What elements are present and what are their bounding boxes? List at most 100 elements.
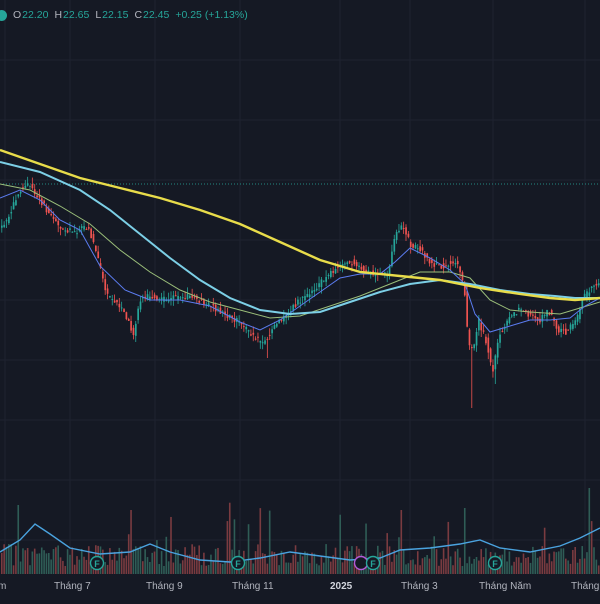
candle-body <box>581 298 584 309</box>
candle-body <box>478 318 480 331</box>
candle-body <box>191 295 194 298</box>
candle-body <box>362 266 365 273</box>
volume-bar <box>325 544 327 574</box>
volume-bar <box>513 561 515 574</box>
time-axis-label: Tháng <box>571 581 600 592</box>
candle-body <box>73 231 76 233</box>
volume-bar <box>297 561 299 574</box>
volume-bar <box>576 562 579 574</box>
candle-body <box>245 326 248 330</box>
candle-body <box>299 302 302 304</box>
volume-bar <box>534 550 537 574</box>
time-axis[interactable]: m Tháng 7 Tháng 9 Tháng 11 2025 Tháng 3 … <box>0 574 600 600</box>
candle-body <box>294 304 297 307</box>
candle-body <box>510 315 513 317</box>
candle-body <box>146 294 149 300</box>
volume-bar <box>153 551 156 574</box>
candle-body <box>440 265 443 269</box>
financial-event-marker[interactable]: F <box>230 555 246 571</box>
volume-bar <box>435 549 438 574</box>
financial-event-marker[interactable]: F <box>89 555 105 571</box>
candle-body <box>393 239 396 252</box>
volume-bar <box>40 547 43 574</box>
volume-bar <box>240 565 243 574</box>
candle-body <box>344 263 346 265</box>
volume-bar <box>151 552 153 574</box>
volume-bar <box>386 533 388 574</box>
time-axis-label: Tháng 11 <box>232 581 274 592</box>
candle-body <box>318 283 320 288</box>
candle-body <box>64 230 67 232</box>
open-value: 22.20 <box>22 9 49 21</box>
volume-bar <box>546 563 548 574</box>
candle-body <box>402 228 405 230</box>
candle-body <box>487 337 490 353</box>
candle-body <box>163 296 165 302</box>
candle-body <box>452 261 454 264</box>
candle-body <box>400 225 403 230</box>
candle-body <box>123 309 125 313</box>
volume-bar <box>553 551 555 574</box>
candle-body <box>45 206 48 213</box>
candle-body <box>330 270 332 278</box>
volume-bar <box>254 551 257 574</box>
volume-bar <box>405 564 407 574</box>
candle-body <box>449 261 452 264</box>
candle-body <box>315 288 318 291</box>
candle-body <box>480 322 483 331</box>
time-axis-label: Tháng 3 <box>401 581 438 592</box>
candle-body <box>595 283 598 286</box>
candle-body <box>513 312 515 317</box>
candle-body <box>48 208 50 214</box>
volume-bar <box>57 545 59 574</box>
volume-bar <box>287 562 290 574</box>
candle-body <box>87 227 90 229</box>
candle-body <box>529 311 532 315</box>
volume-bar <box>555 552 558 574</box>
volume-bar <box>66 549 69 574</box>
candle-body <box>583 293 586 299</box>
volume-bar <box>87 546 90 574</box>
volume-bar <box>90 560 92 574</box>
candle-body <box>565 328 567 335</box>
candle-body <box>433 263 436 267</box>
high-key: H <box>54 9 63 21</box>
volume-bar <box>118 547 121 574</box>
candle-body <box>259 340 262 343</box>
financial-event-marker[interactable]: F <box>487 555 503 571</box>
candle-body <box>264 340 266 344</box>
candle-body <box>515 314 518 316</box>
ohlc-close: C 22.45 <box>134 9 169 21</box>
candle-body <box>588 292 591 296</box>
volume-bar <box>311 552 313 574</box>
volume-bar <box>301 556 304 574</box>
candle-body <box>576 314 579 322</box>
volume-bar <box>402 549 405 574</box>
candle-body <box>503 328 506 330</box>
financial-event-marker[interactable]: F <box>365 555 381 571</box>
volume-bar <box>424 557 426 574</box>
volume-bar <box>50 559 52 574</box>
volume-bar <box>574 546 576 574</box>
dividend-marker[interactable] <box>353 555 369 571</box>
event-marker-label: F <box>370 559 376 569</box>
volume-bar <box>139 546 142 574</box>
volume-bar <box>550 561 553 574</box>
candle-body <box>426 253 429 258</box>
volume-bar <box>116 560 118 574</box>
volume-bar <box>64 565 67 574</box>
volume-bar <box>59 557 62 574</box>
time-axis-label: m <box>0 581 7 592</box>
volume-bar <box>177 550 179 574</box>
volume-bar <box>449 556 452 574</box>
volume-bar <box>597 565 600 574</box>
volume-bar <box>590 521 593 574</box>
candle-body <box>438 264 440 266</box>
volume-bar <box>10 544 12 574</box>
candle-body <box>109 296 111 298</box>
candle-body <box>471 347 473 349</box>
volume-bar <box>144 549 146 574</box>
